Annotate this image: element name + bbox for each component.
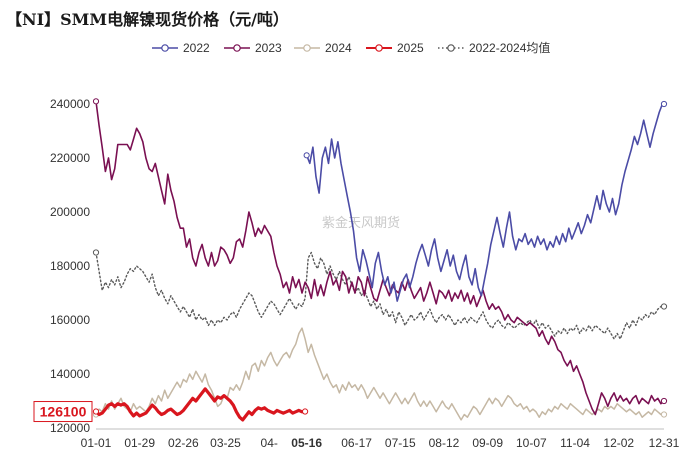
legend-item-2023: 2023: [224, 41, 282, 55]
x-tick-label-08-12: 08-12: [429, 436, 460, 450]
series-point-2022-end: [660, 100, 668, 108]
series-layer: [92, 98, 668, 422]
last-value-label: 126100: [40, 404, 87, 420]
x-tick-label-12-31: 12-31: [649, 436, 680, 450]
legend-marker-2023: [233, 44, 241, 52]
y-tick-label-220000: 220000: [50, 151, 90, 165]
series-point-2022-2024-end: [660, 303, 668, 310]
x-tick-label-03-25: 03-25: [210, 436, 241, 450]
legend-item-2022-2024: 2022-2024均值: [438, 40, 550, 55]
series-line-2022-2024: [95, 251, 665, 340]
legend-marker-2025: [375, 44, 383, 52]
chart-title: 【NI】SMM电解镍现货价格（元/吨）: [6, 10, 289, 29]
series-point-2024-end: [660, 411, 668, 418]
legend-label-2023: 2023: [255, 41, 282, 55]
legend-marker-2022-2024: [447, 44, 455, 52]
legend-label-2022-2024: 2022-2024均值: [469, 40, 550, 55]
legend-label-2022: 2022: [183, 41, 210, 55]
series-line-2024: [95, 327, 665, 421]
y-tick-label-200000: 200000: [50, 205, 90, 219]
x-tick-label-06-17: 06-17: [341, 436, 372, 450]
legend-item-2022: 2022: [152, 41, 210, 55]
legend-item-2024: 2024: [294, 41, 352, 55]
y-tick-label-180000: 180000: [50, 259, 90, 273]
x-tick-label-01-01: 01-01: [81, 436, 112, 450]
series-point-2025-end: [301, 408, 309, 415]
y-tick-label-140000: 140000: [50, 367, 90, 381]
series-line-2025: [94, 387, 307, 422]
y-tick-label-160000: 160000: [50, 313, 90, 327]
x-tick-label-07-15: 07-15: [385, 436, 416, 450]
series-point-2023-start: [92, 98, 100, 105]
x-tick-label-12-02: 12-02: [603, 436, 634, 450]
legend-label-2025: 2025: [397, 41, 424, 55]
x-tick-label-01-29: 01-29: [124, 436, 155, 450]
x-tick-label-05-16: 05-16: [291, 436, 322, 450]
legend-marker-2024: [303, 44, 311, 52]
x-tick-label-09-09: 09-09: [472, 436, 503, 450]
series-line-2023: [95, 100, 665, 416]
x-tick-label-04: 04-: [261, 436, 278, 450]
series-point-2022-start: [303, 152, 310, 159]
watermark: 紫金天风期货: [322, 215, 400, 231]
x-tick-label-11-04: 11-04: [560, 436, 590, 450]
legend-marker-2022: [161, 44, 169, 52]
x-tick-label-10-07: 10-07: [516, 436, 547, 450]
series-point-2023-end: [660, 397, 668, 405]
x-tick-label-02-26: 02-26: [168, 436, 199, 450]
series-point-2022-2024-start: [92, 249, 100, 256]
x-axis: 01-01 01-29 02-26 03-25 04- 05-16 06-17 07-15 08…: [81, 428, 680, 450]
last-value-box: [33, 401, 93, 423]
last-value-callout: 126100: [33, 401, 93, 423]
chart-legend: 2022 2023 2024 2025 2022-2024均值: [152, 40, 550, 55]
series-point-2025-start: [92, 408, 100, 415]
y-tick-label-120000: 120000: [50, 421, 90, 435]
series-line-2022: [305, 103, 665, 302]
legend-label-2024: 2024: [325, 41, 352, 55]
legend-item-2025: 2025: [366, 41, 424, 55]
y-tick-label-240000: 240000: [50, 97, 90, 111]
y-axis: 120000 140000 160000 180000 200000 220000 2400…: [50, 97, 90, 435]
